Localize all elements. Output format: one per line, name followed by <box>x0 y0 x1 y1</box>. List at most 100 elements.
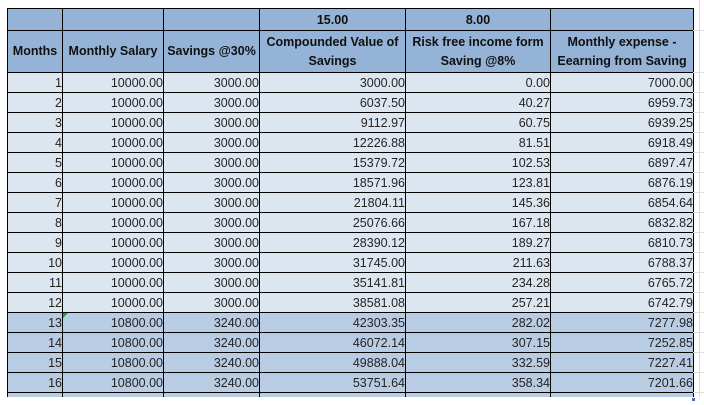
cell-savings[interactable]: 3000.00 <box>163 212 260 233</box>
param-cell-salary[interactable] <box>62 8 164 31</box>
cell-savings[interactable]: 3000.00 <box>163 92 260 113</box>
cell-risk_free[interactable]: 145.36 <box>405 192 551 213</box>
cell-salary[interactable]: 10000.00 <box>62 232 164 253</box>
cell-risk_free[interactable]: 189.27 <box>405 232 551 253</box>
cell-compounded[interactable]: 46072.14 <box>259 332 406 353</box>
cell-risk_free[interactable]: 234.28 <box>405 272 551 293</box>
cell-salary[interactable]: 10000.00 <box>62 132 164 153</box>
cell-expense[interactable]: 6918.49 <box>550 132 694 153</box>
cell-expense[interactable]: 7227.41 <box>550 352 694 373</box>
cell-month[interactable]: 4 <box>7 132 63 153</box>
cell-risk_free[interactable]: 211.63 <box>405 252 551 273</box>
cell-salary[interactable]: 10000.00 <box>62 252 164 273</box>
cell-month[interactable]: 10 <box>7 252 63 273</box>
cell-compounded[interactable]: 21804.11 <box>259 192 406 213</box>
param-cell-savings[interactable] <box>163 8 260 31</box>
cell-expense[interactable]: 6742.79 <box>550 292 694 313</box>
cell-savings[interactable]: 3000.00 <box>163 72 260 93</box>
cell-month[interactable]: 5 <box>7 152 63 173</box>
cell-compounded[interactable]: 31745.00 <box>259 252 406 273</box>
cell-savings[interactable]: 3240.00 <box>163 352 260 373</box>
cell-savings[interactable]: 3000.00 <box>163 252 260 273</box>
column-header-risk-free-income[interactable]: Risk free income form Saving @8% <box>405 30 551 73</box>
cell-risk_free[interactable]: 332.59 <box>405 352 551 373</box>
cell-risk_free[interactable]: 102.53 <box>405 152 551 173</box>
cell-empty[interactable] <box>259 392 406 397</box>
param-cell-expense[interactable] <box>550 8 694 31</box>
cell-salary[interactable]: 10000.00 <box>62 272 164 293</box>
cell-savings[interactable]: 3000.00 <box>163 192 260 213</box>
cell-expense[interactable]: 6959.73 <box>550 92 694 113</box>
param-cell-riskfree-rate[interactable]: 8.00 <box>405 8 551 31</box>
cell-salary[interactable]: 10000.00 <box>62 152 164 173</box>
cell-savings[interactable]: 3000.00 <box>163 232 260 253</box>
cell-expense[interactable]: 6788.37 <box>550 252 694 273</box>
cell-compounded[interactable]: 38581.08 <box>259 292 406 313</box>
cell-expense[interactable]: 7277.98 <box>550 312 694 333</box>
cell-month[interactable]: 2 <box>7 92 63 113</box>
cell-month[interactable]: 13 <box>7 312 63 333</box>
cell-risk_free[interactable]: 358.34 <box>405 372 551 393</box>
cell-savings[interactable]: 3240.00 <box>163 332 260 353</box>
cell-month[interactable]: 14 <box>7 332 63 353</box>
param-cell-compound-rate[interactable]: 15.00 <box>259 8 406 31</box>
cell-savings[interactable]: 3000.00 <box>163 112 260 133</box>
cell-risk_free[interactable]: 40.27 <box>405 92 551 113</box>
column-header-compounded-value[interactable]: Compounded Value of Savings <box>259 30 406 73</box>
cell-empty[interactable] <box>405 392 551 397</box>
cell-compounded[interactable]: 12226.88 <box>259 132 406 153</box>
cell-risk_free[interactable]: 167.18 <box>405 212 551 233</box>
cell-risk_free[interactable]: 257.21 <box>405 292 551 313</box>
cell-compounded[interactable]: 53751.64 <box>259 372 406 393</box>
cell-compounded[interactable]: 9112.97 <box>259 112 406 133</box>
column-header-monthly-salary[interactable]: Monthly Salary <box>62 30 164 73</box>
cell-savings[interactable]: 3000.00 <box>163 272 260 293</box>
cell-compounded[interactable]: 49888.04 <box>259 352 406 373</box>
column-header-savings-30pct[interactable]: Savings @30% <box>163 30 260 73</box>
cell-month[interactable]: 7 <box>7 192 63 213</box>
cell-month[interactable]: 9 <box>7 232 63 253</box>
cell-salary[interactable]: 10000.00 <box>62 212 164 233</box>
cell-compounded[interactable]: 25076.66 <box>259 212 406 233</box>
cell-expense[interactable]: 7201.66 <box>550 372 694 393</box>
cell-savings[interactable]: 3000.00 <box>163 132 260 153</box>
cell-month[interactable]: 3 <box>7 112 63 133</box>
cell-month[interactable]: 6 <box>7 172 63 193</box>
cell-empty[interactable] <box>7 392 63 397</box>
cell-month[interactable]: 12 <box>7 292 63 313</box>
cell-risk_free[interactable]: 282.02 <box>405 312 551 333</box>
cell-compounded[interactable]: 3000.00 <box>259 72 406 93</box>
cell-salary[interactable]: 10000.00 <box>62 192 164 213</box>
cell-salary[interactable]: 10800.00 <box>62 332 164 353</box>
cell-savings[interactable]: 3240.00 <box>163 372 260 393</box>
cell-empty[interactable] <box>62 392 164 397</box>
cell-salary[interactable]: 10000.00 <box>62 72 164 93</box>
cell-salary[interactable]: 10800.00 <box>62 352 164 373</box>
cell-month[interactable]: 15 <box>7 352 63 373</box>
cell-risk_free[interactable]: 307.15 <box>405 332 551 353</box>
cell-expense[interactable]: 6897.47 <box>550 152 694 173</box>
cell-compounded[interactable]: 18571.96 <box>259 172 406 193</box>
cell-expense[interactable]: 6854.64 <box>550 192 694 213</box>
cell-savings[interactable]: 3000.00 <box>163 172 260 193</box>
cell-salary[interactable]: 10000.00 <box>62 112 164 133</box>
cell-savings[interactable]: 3240.00 <box>163 312 260 333</box>
cell-month[interactable]: 16 <box>7 372 63 393</box>
cell-salary[interactable]: 10000.00 <box>62 292 164 313</box>
cell-month[interactable]: 11 <box>7 272 63 293</box>
cell-salary[interactable]: 10000.00 <box>62 172 164 193</box>
cell-expense[interactable]: 6939.25 <box>550 112 694 133</box>
cell-compounded[interactable]: 35141.81 <box>259 272 406 293</box>
cell-risk_free[interactable]: 123.81 <box>405 172 551 193</box>
cell-risk_free[interactable]: 81.51 <box>405 132 551 153</box>
cell-salary[interactable]: 10800.00 <box>62 312 164 333</box>
cell-risk_free[interactable]: 0.00 <box>405 72 551 93</box>
cell-empty[interactable] <box>163 392 260 397</box>
cell-compounded[interactable]: 15379.72 <box>259 152 406 173</box>
cell-savings[interactable]: 3000.00 <box>163 152 260 173</box>
param-cell-months[interactable] <box>7 8 63 31</box>
cell-expense[interactable]: 6876.19 <box>550 172 694 193</box>
cell-month[interactable]: 8 <box>7 212 63 233</box>
cell-compounded[interactable]: 42303.35 <box>259 312 406 333</box>
cell-compounded[interactable]: 28390.12 <box>259 232 406 253</box>
